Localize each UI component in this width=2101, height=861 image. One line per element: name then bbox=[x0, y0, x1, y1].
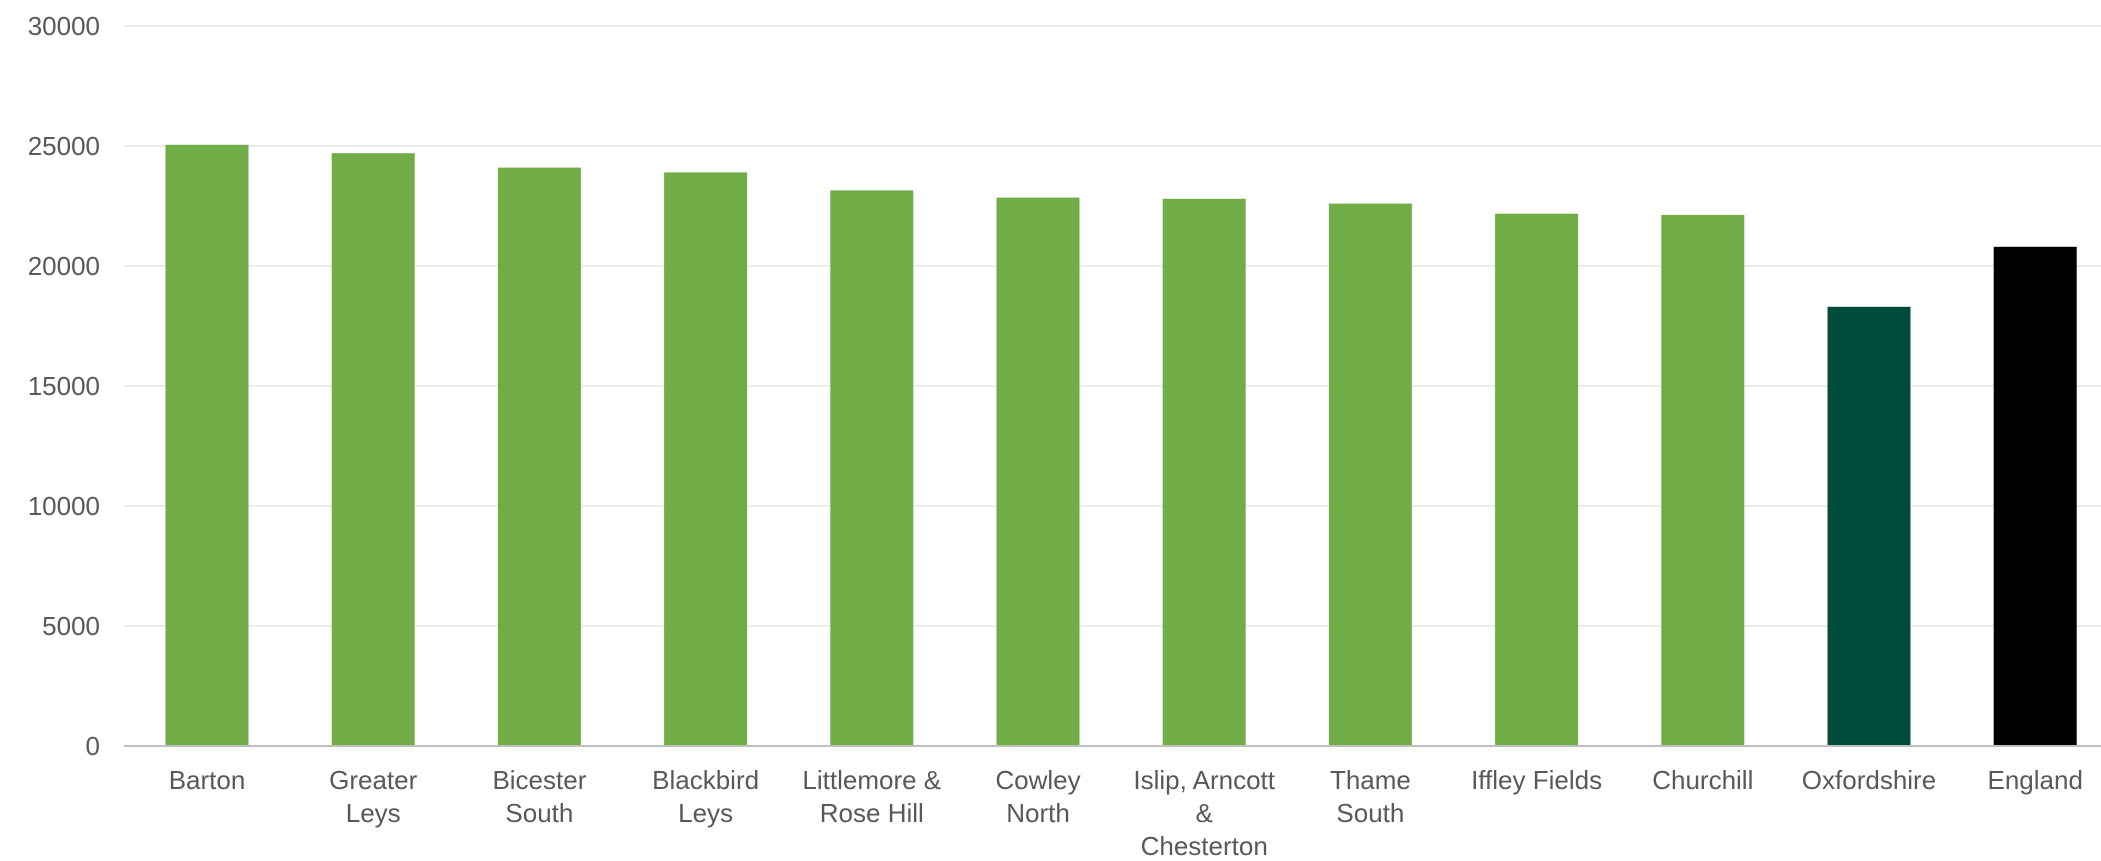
x-category-label: Greater Leys bbox=[329, 765, 417, 828]
x-category-label-line: Chesterton bbox=[1141, 831, 1268, 861]
x-category-label-line: England bbox=[1987, 765, 2082, 795]
y-tick-label: 20000 bbox=[28, 251, 100, 281]
x-category-label-line: Rose Hill bbox=[820, 798, 924, 828]
x-category-label-line: & bbox=[1196, 798, 1213, 828]
x-category-label-line: Barton bbox=[169, 765, 246, 795]
x-category-label: Thame South bbox=[1330, 765, 1411, 828]
x-category-label-line: Oxfordshire bbox=[1802, 765, 1936, 795]
bar bbox=[1993, 246, 2077, 747]
x-category-label: Churchill bbox=[1652, 765, 1753, 795]
x-category-label-line: Leys bbox=[346, 798, 401, 828]
y-tick-label: 5000 bbox=[42, 611, 100, 641]
y-tick-label: 10000 bbox=[28, 491, 100, 521]
x-category-label: Oxfordshire bbox=[1802, 765, 1936, 795]
bar bbox=[165, 144, 249, 747]
x-category-label-line: Islip, Arncott bbox=[1133, 765, 1275, 795]
bar bbox=[664, 172, 748, 746]
x-category-label-line: South bbox=[505, 798, 573, 828]
x-category-label: Iffley Fields bbox=[1471, 765, 1602, 795]
bar bbox=[1328, 203, 1412, 747]
x-category-label: Barton bbox=[169, 765, 246, 795]
y-tick-label: 25000 bbox=[28, 131, 100, 161]
gridlines bbox=[124, 25, 2101, 627]
x-category-label: England bbox=[1987, 765, 2082, 795]
x-category-label: Blackbird Leys bbox=[652, 765, 759, 828]
bar bbox=[497, 167, 581, 747]
bar bbox=[996, 197, 1080, 747]
x-category-label: Bicester South bbox=[492, 765, 586, 828]
x-category-label-line: Littlemore & bbox=[802, 765, 941, 795]
x-category-label-line: North bbox=[1006, 798, 1070, 828]
y-axis-tick-labels: 0 5000 10000 15000 20000 25000 30000 bbox=[28, 11, 100, 761]
x-category-label: Islip, Arncott & Chesterton bbox=[1133, 765, 1275, 861]
x-category-label-line: Churchill bbox=[1652, 765, 1753, 795]
bar bbox=[1162, 198, 1246, 747]
bar bbox=[1661, 214, 1745, 746]
x-category-label-line: Bicester bbox=[492, 765, 586, 795]
x-category-label: Cowley North bbox=[995, 765, 1080, 828]
x-category-label-line: Leys bbox=[678, 798, 733, 828]
bar bbox=[830, 190, 914, 746]
y-tick-label: 0 bbox=[86, 731, 100, 761]
bar bbox=[1827, 306, 1911, 746]
x-category-label-line: Cowley bbox=[995, 765, 1080, 795]
bar bbox=[331, 153, 415, 746]
x-category-label-line: Blackbird bbox=[652, 765, 759, 795]
x-category-label-line: Iffley Fields bbox=[1471, 765, 1602, 795]
x-category-label: Littlemore & Rose Hill bbox=[802, 765, 941, 828]
y-tick-label: 15000 bbox=[28, 371, 100, 401]
bars bbox=[165, 144, 2077, 747]
bar bbox=[1495, 213, 1579, 746]
y-tick-label: 30000 bbox=[28, 11, 100, 41]
x-category-label-line: South bbox=[1336, 798, 1404, 828]
x-category-label-line: Greater bbox=[329, 765, 417, 795]
x-category-label-line: Thame bbox=[1330, 765, 1411, 795]
